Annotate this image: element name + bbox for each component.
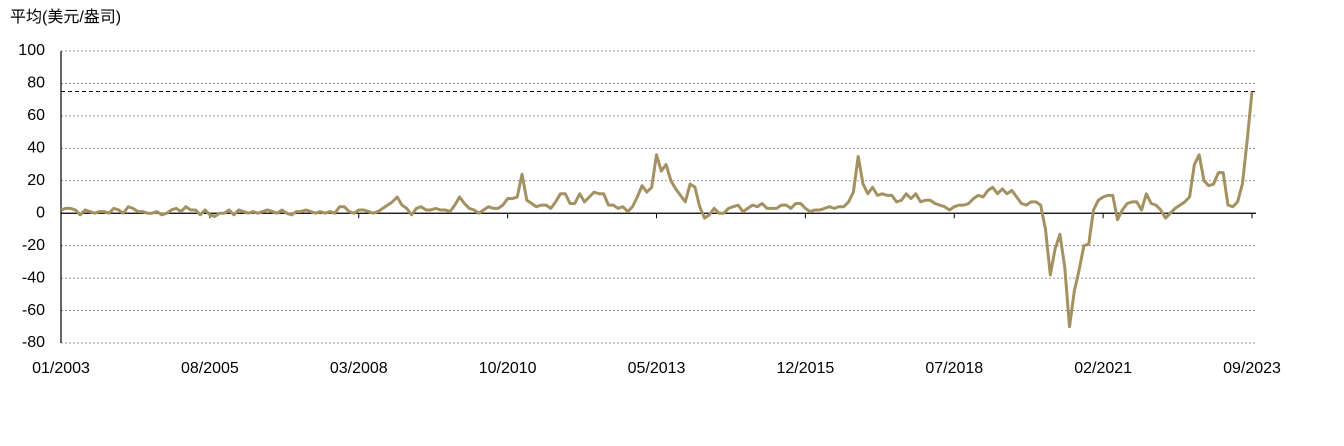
x-tick-label: 09/2023: [1223, 360, 1281, 377]
x-tick-label: 03/2008: [330, 360, 388, 377]
x-tick-label: 10/2010: [479, 360, 537, 377]
x-tick-label: 12/2015: [776, 360, 834, 377]
x-tick-label: 07/2018: [925, 360, 983, 377]
y-tick-label: 60: [27, 107, 45, 124]
y-tick-label: 20: [27, 172, 45, 189]
y-tick-label: -40: [22, 269, 45, 286]
y-tick-label: -60: [22, 302, 45, 319]
x-tick-label: 01/2003: [32, 360, 90, 377]
series-line: [60, 91, 1254, 329]
y-tick-label: 40: [27, 140, 45, 157]
y-tick-label: -80: [22, 334, 45, 351]
y-tick-label: 80: [27, 75, 45, 92]
y-tick-label: 100: [18, 42, 45, 59]
y-tick-label: -20: [22, 237, 45, 254]
x-tick-label: 02/2021: [1074, 360, 1132, 377]
y-tick-label: 0: [36, 204, 45, 221]
chart-title: 平均(美元/盎司): [10, 8, 121, 26]
x-tick-label: 08/2005: [181, 360, 239, 377]
x-tick-label: 05/2013: [628, 360, 686, 377]
